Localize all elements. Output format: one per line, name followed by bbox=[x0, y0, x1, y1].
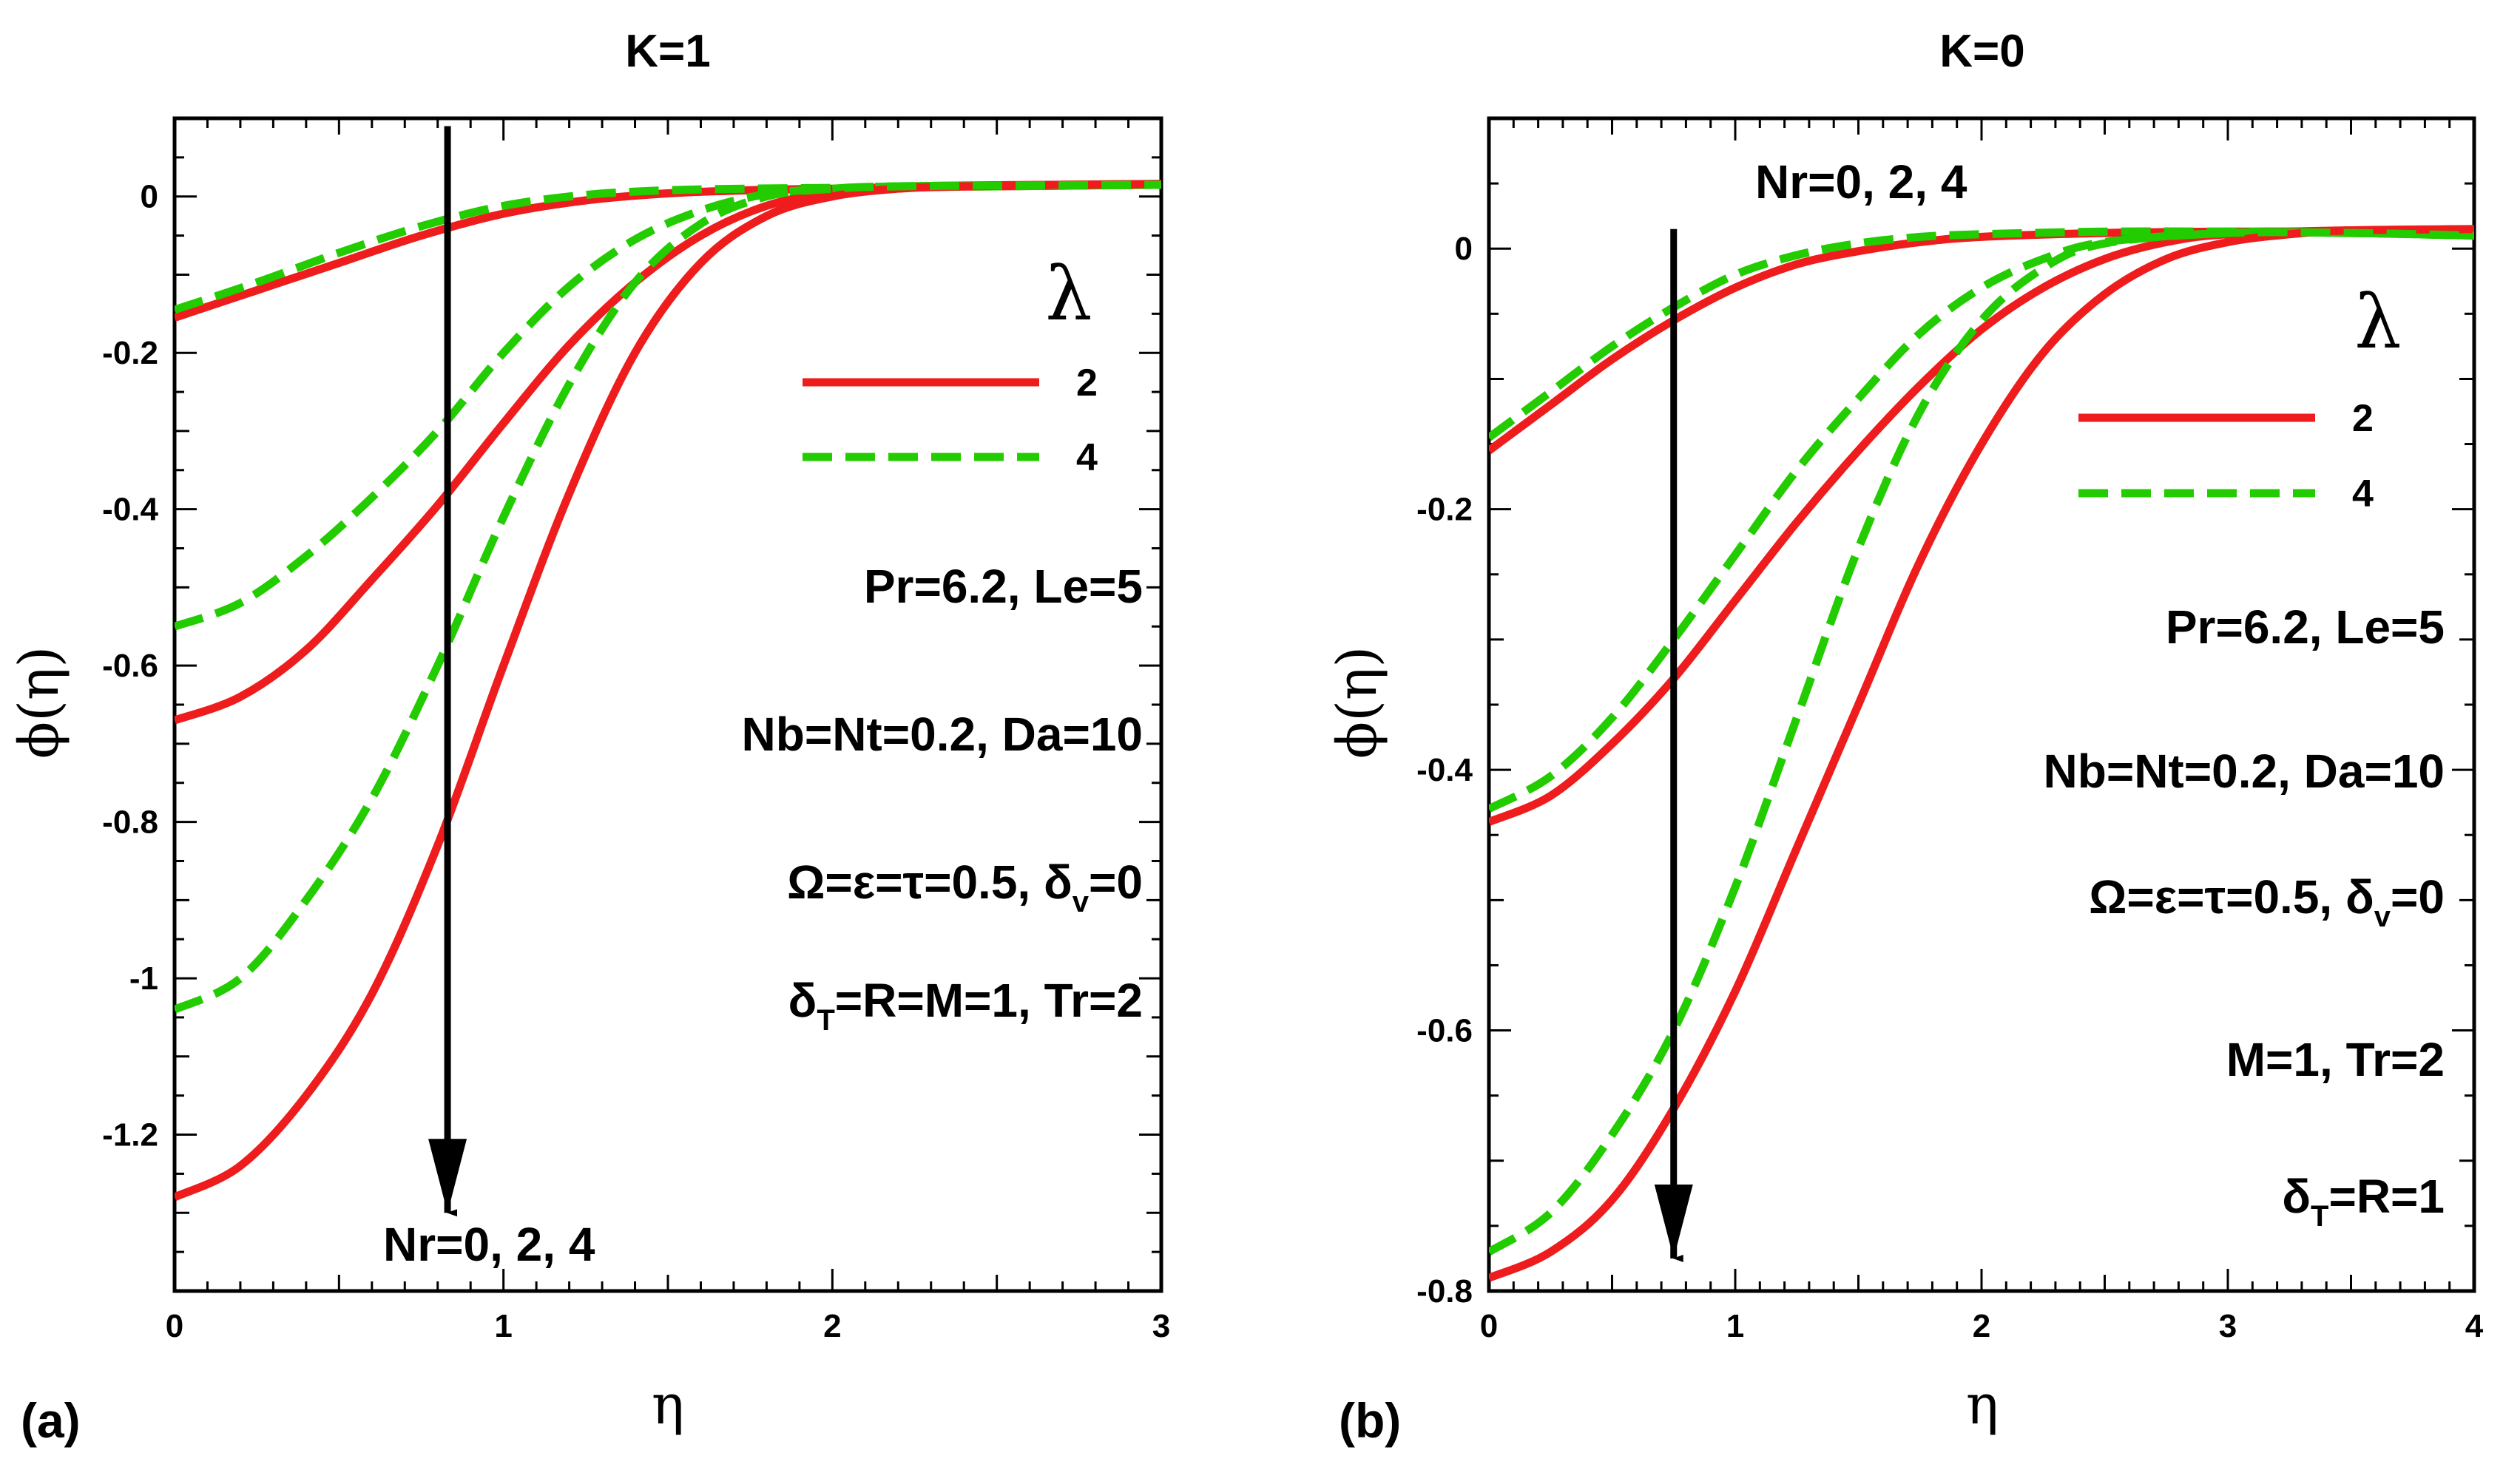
x-tick-label: 1 bbox=[494, 1308, 512, 1344]
legend-label-1: 2 bbox=[1076, 362, 1098, 404]
y-tick-label: 0 bbox=[1455, 231, 1473, 267]
annotation-5: δT=R=1 bbox=[2282, 1170, 2445, 1233]
series-group bbox=[1489, 225, 2474, 1282]
series-line-4 bbox=[1489, 228, 2474, 813]
series-line-4 bbox=[175, 180, 1161, 631]
y-tick-label: -1.2 bbox=[102, 1117, 158, 1153]
annotation-subscript: v bbox=[2374, 901, 2391, 933]
legend-symbol: λ bbox=[2354, 279, 2401, 365]
series-line-1 bbox=[1489, 227, 2474, 454]
x-tick-label: 0 bbox=[1480, 1308, 1498, 1344]
x-tick-label: 2 bbox=[823, 1308, 841, 1344]
x-tick-label: 4 bbox=[2465, 1308, 2484, 1344]
x-tick-label: 3 bbox=[2219, 1308, 2237, 1344]
series-line-5 bbox=[1489, 225, 2474, 1282]
annotation-4: δT=R=M=1, Tr=2 bbox=[788, 974, 1144, 1037]
legend-label-2: 4 bbox=[2352, 472, 2374, 515]
series-group bbox=[175, 180, 1161, 1202]
x-axis-label: η bbox=[1966, 1373, 1999, 1437]
y-tick-label: -0.6 bbox=[1416, 1013, 1473, 1049]
annotation-subscript: T bbox=[817, 1004, 834, 1037]
y-tick-label: -0.8 bbox=[102, 804, 158, 841]
series-line-6 bbox=[175, 180, 1161, 1014]
panel-label: (b) bbox=[1339, 1393, 1401, 1448]
y-tick-label: -0.4 bbox=[1416, 752, 1473, 788]
y-axis-label: ϕ(η) bbox=[1325, 646, 1389, 759]
y-tick-label: -0.4 bbox=[102, 492, 158, 528]
x-tick-label: 2 bbox=[1973, 1308, 1990, 1344]
annotation-3: Ω=ε=τ=0.5, δv=0 bbox=[787, 855, 1143, 918]
annotation-rest: =0 bbox=[2391, 870, 2445, 924]
plot-frame bbox=[1487, 116, 2476, 1293]
panel-a: K=1 0 1 2 3 0 -0.2 -0.4 -0.6 -0.8 -1 -1.2 η ϕ(η) (a) Nr… bbox=[7, 26, 1170, 1448]
annotation-subscript: v bbox=[1073, 886, 1090, 918]
arrow-label: Nr=0, 2, 4 bbox=[1755, 155, 1967, 209]
x-tick-label: 1 bbox=[1726, 1308, 1744, 1344]
annotation-greek: Ω=ε=τ=0.5, δ bbox=[787, 855, 1073, 909]
y-tick-label: -1 bbox=[129, 960, 158, 997]
series-line-5 bbox=[175, 180, 1161, 1202]
series-line-6 bbox=[1489, 228, 2474, 1256]
annotation-rest: =0 bbox=[1089, 855, 1143, 909]
annotation-4: M=1, Tr=2 bbox=[2226, 1033, 2445, 1086]
plot-frame bbox=[172, 116, 1163, 1293]
legend-label-1: 2 bbox=[2352, 397, 2374, 440]
x-tick-label: 0 bbox=[166, 1308, 183, 1344]
y-tick-label: -0.2 bbox=[1416, 492, 1473, 528]
panel-b: K=0 0 1 2 3 4 0 -0.2 -0.4 -0.6 -0.8 η ϕ(η) (b) Nr=0, 2… bbox=[1325, 26, 2484, 1448]
annotation-1: Pr=6.2, Le=5 bbox=[864, 560, 1143, 613]
y-tick-label: -0.8 bbox=[1416, 1273, 1473, 1309]
annotation-2: Nb=Nt=0.2, Da=10 bbox=[742, 708, 1144, 761]
y-axis-label: ϕ(η) bbox=[7, 646, 71, 759]
y-tick-label: -0.6 bbox=[102, 648, 158, 684]
annotation-greek: δ bbox=[2282, 1170, 2311, 1223]
annotation-greek: Ω=ε=τ=0.5, δ bbox=[2089, 870, 2374, 924]
legend-label-2: 4 bbox=[1076, 436, 1098, 479]
annotation-2: Nb=Nt=0.2, Da=10 bbox=[2044, 745, 2445, 798]
annotation-3: Ω=ε=τ=0.5, δv=0 bbox=[2089, 870, 2445, 933]
annotation-greek: δ bbox=[788, 974, 817, 1027]
arrow-label: Nr=0, 2, 4 bbox=[383, 1218, 595, 1271]
annotation-1: Pr=6.2, Le=5 bbox=[2166, 600, 2445, 654]
annotation-rest: =R=1 bbox=[2328, 1170, 2445, 1223]
legend-symbol: λ bbox=[1045, 251, 1092, 337]
x-axis-label: η bbox=[652, 1373, 684, 1437]
chart-title: K=0 bbox=[1939, 26, 2024, 77]
y-tick-label: 0 bbox=[141, 179, 158, 215]
series-line-3 bbox=[1489, 226, 2474, 826]
chart-title: K=1 bbox=[625, 26, 710, 77]
annotation-rest: =R=M=1, Tr=2 bbox=[835, 974, 1143, 1027]
y-tick-label: -0.2 bbox=[102, 335, 158, 371]
annotation-subscript: T bbox=[2311, 1200, 2328, 1233]
arrowhead-icon bbox=[1654, 1184, 1693, 1258]
arrowhead-icon bbox=[428, 1139, 467, 1213]
x-tick-label: 3 bbox=[1152, 1308, 1170, 1344]
panel-label: (a) bbox=[21, 1393, 81, 1448]
